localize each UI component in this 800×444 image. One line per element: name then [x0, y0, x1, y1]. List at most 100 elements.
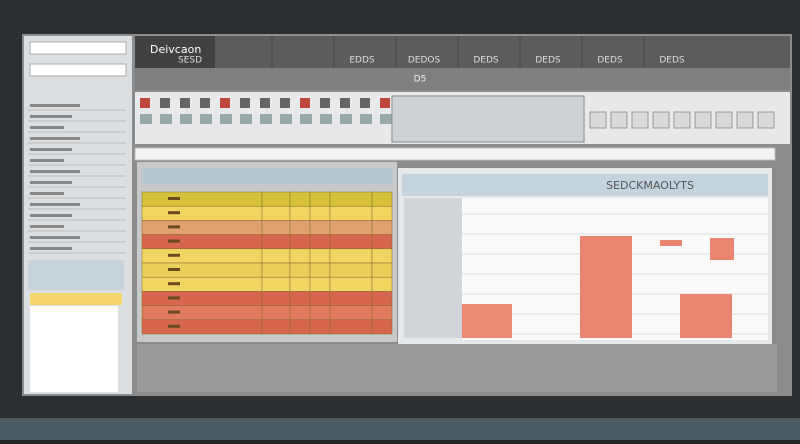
ribbon-button[interactable] — [631, 111, 649, 129]
cell[interactable] — [309, 205, 331, 221]
ribbon-button[interactable] — [140, 114, 152, 124]
ribbon-button[interactable] — [715, 111, 733, 129]
cell[interactable] — [309, 234, 331, 250]
ribbon-button[interactable] — [160, 98, 170, 108]
sidebar-row[interactable] — [30, 115, 72, 118]
cell[interactable] — [371, 276, 393, 292]
cell[interactable] — [289, 248, 311, 264]
cell[interactable] — [309, 305, 331, 321]
cell[interactable] — [141, 319, 263, 335]
sidebar-row[interactable] — [30, 126, 64, 129]
tab-label[interactable]: DEDS — [535, 56, 561, 66]
ribbon-button[interactable] — [360, 114, 372, 124]
tab-label[interactable]: DEDS — [597, 56, 623, 66]
cell[interactable] — [371, 248, 393, 264]
sidebar-row[interactable] — [30, 181, 72, 184]
cell[interactable] — [289, 305, 311, 321]
cell[interactable] — [141, 191, 263, 207]
tab-label[interactable]: SESD — [178, 56, 202, 66]
cell[interactable] — [141, 305, 263, 321]
ribbon-button[interactable] — [160, 114, 172, 124]
cell[interactable] — [309, 191, 331, 207]
cell[interactable] — [261, 319, 291, 335]
ribbon-button[interactable] — [610, 111, 628, 129]
cell[interactable] — [289, 205, 311, 221]
cell[interactable] — [289, 291, 311, 306]
sidebar-row[interactable] — [30, 104, 80, 107]
ribbon-button[interactable] — [280, 114, 292, 124]
cell[interactable] — [261, 276, 291, 292]
ribbon-button[interactable] — [694, 111, 712, 129]
ribbon-button[interactable] — [340, 114, 352, 124]
cell[interactable] — [329, 319, 373, 335]
cell[interactable] — [289, 262, 311, 278]
sidebar-row[interactable] — [30, 225, 64, 228]
cell[interactable] — [289, 191, 311, 207]
cell[interactable] — [141, 248, 263, 264]
cell[interactable] — [371, 262, 393, 278]
ribbon-button[interactable] — [280, 98, 290, 108]
ribbon-button[interactable] — [240, 98, 250, 108]
ribbon-button[interactable] — [320, 98, 330, 108]
ribbon-button[interactable] — [260, 98, 270, 108]
cell[interactable] — [371, 205, 393, 221]
cell[interactable] — [261, 248, 291, 264]
cell[interactable] — [289, 276, 311, 292]
cell[interactable] — [371, 191, 393, 207]
cell[interactable] — [371, 305, 393, 321]
cell[interactable] — [371, 220, 393, 235]
ribbon-button[interactable] — [652, 111, 670, 129]
ribbon-button[interactable] — [340, 98, 350, 108]
cell[interactable] — [289, 234, 311, 250]
sidebar-row[interactable] — [30, 148, 72, 151]
sidebar-row[interactable] — [30, 137, 80, 140]
ribbon-button[interactable] — [380, 114, 392, 124]
cell[interactable] — [329, 191, 373, 207]
tab-label[interactable]: DEDS — [659, 56, 685, 66]
cell[interactable] — [309, 262, 331, 278]
cell[interactable] — [371, 234, 393, 250]
cell[interactable] — [309, 220, 331, 235]
ribbon-button[interactable] — [736, 111, 754, 129]
ribbon-button[interactable] — [180, 114, 192, 124]
cell[interactable] — [371, 319, 393, 335]
ribbon-button[interactable] — [240, 114, 252, 124]
ribbon-button[interactable] — [260, 114, 272, 124]
cell[interactable] — [141, 234, 263, 250]
ribbon-button[interactable] — [200, 114, 212, 124]
cell[interactable] — [329, 291, 373, 306]
cell[interactable] — [261, 305, 291, 321]
cell[interactable] — [329, 248, 373, 264]
cell[interactable] — [141, 220, 263, 235]
ribbon-button[interactable] — [320, 114, 332, 124]
tab-label[interactable]: DEDOS — [408, 56, 441, 66]
cell[interactable] — [141, 262, 263, 278]
ribbon-button[interactable] — [180, 98, 190, 108]
cell[interactable] — [329, 262, 373, 278]
cell[interactable] — [289, 220, 311, 235]
cell[interactable] — [141, 276, 263, 292]
sidebar-row[interactable] — [30, 159, 64, 162]
cell[interactable] — [141, 205, 263, 221]
cell[interactable] — [261, 262, 291, 278]
cell[interactable] — [329, 305, 373, 321]
sidebar-row[interactable] — [30, 247, 72, 250]
cell[interactable] — [261, 205, 291, 221]
sidebar-row[interactable] — [30, 236, 80, 239]
ribbon-button[interactable] — [673, 111, 691, 129]
cell[interactable] — [329, 276, 373, 292]
tab-label[interactable]: EDDS — [349, 56, 375, 66]
cell[interactable] — [261, 234, 291, 250]
cell[interactable] — [371, 291, 393, 306]
cell[interactable] — [261, 291, 291, 306]
cell[interactable] — [309, 291, 331, 306]
sidebar-row[interactable] — [30, 192, 64, 195]
cell[interactable] — [261, 191, 291, 207]
ribbon-button[interactable] — [300, 98, 310, 108]
ribbon-button[interactable] — [360, 98, 370, 108]
sidebar-row[interactable] — [30, 170, 80, 173]
ribbon-button[interactable] — [757, 111, 775, 129]
cell[interactable] — [309, 319, 331, 335]
ribbon-button[interactable] — [220, 98, 230, 108]
cell[interactable] — [329, 220, 373, 235]
